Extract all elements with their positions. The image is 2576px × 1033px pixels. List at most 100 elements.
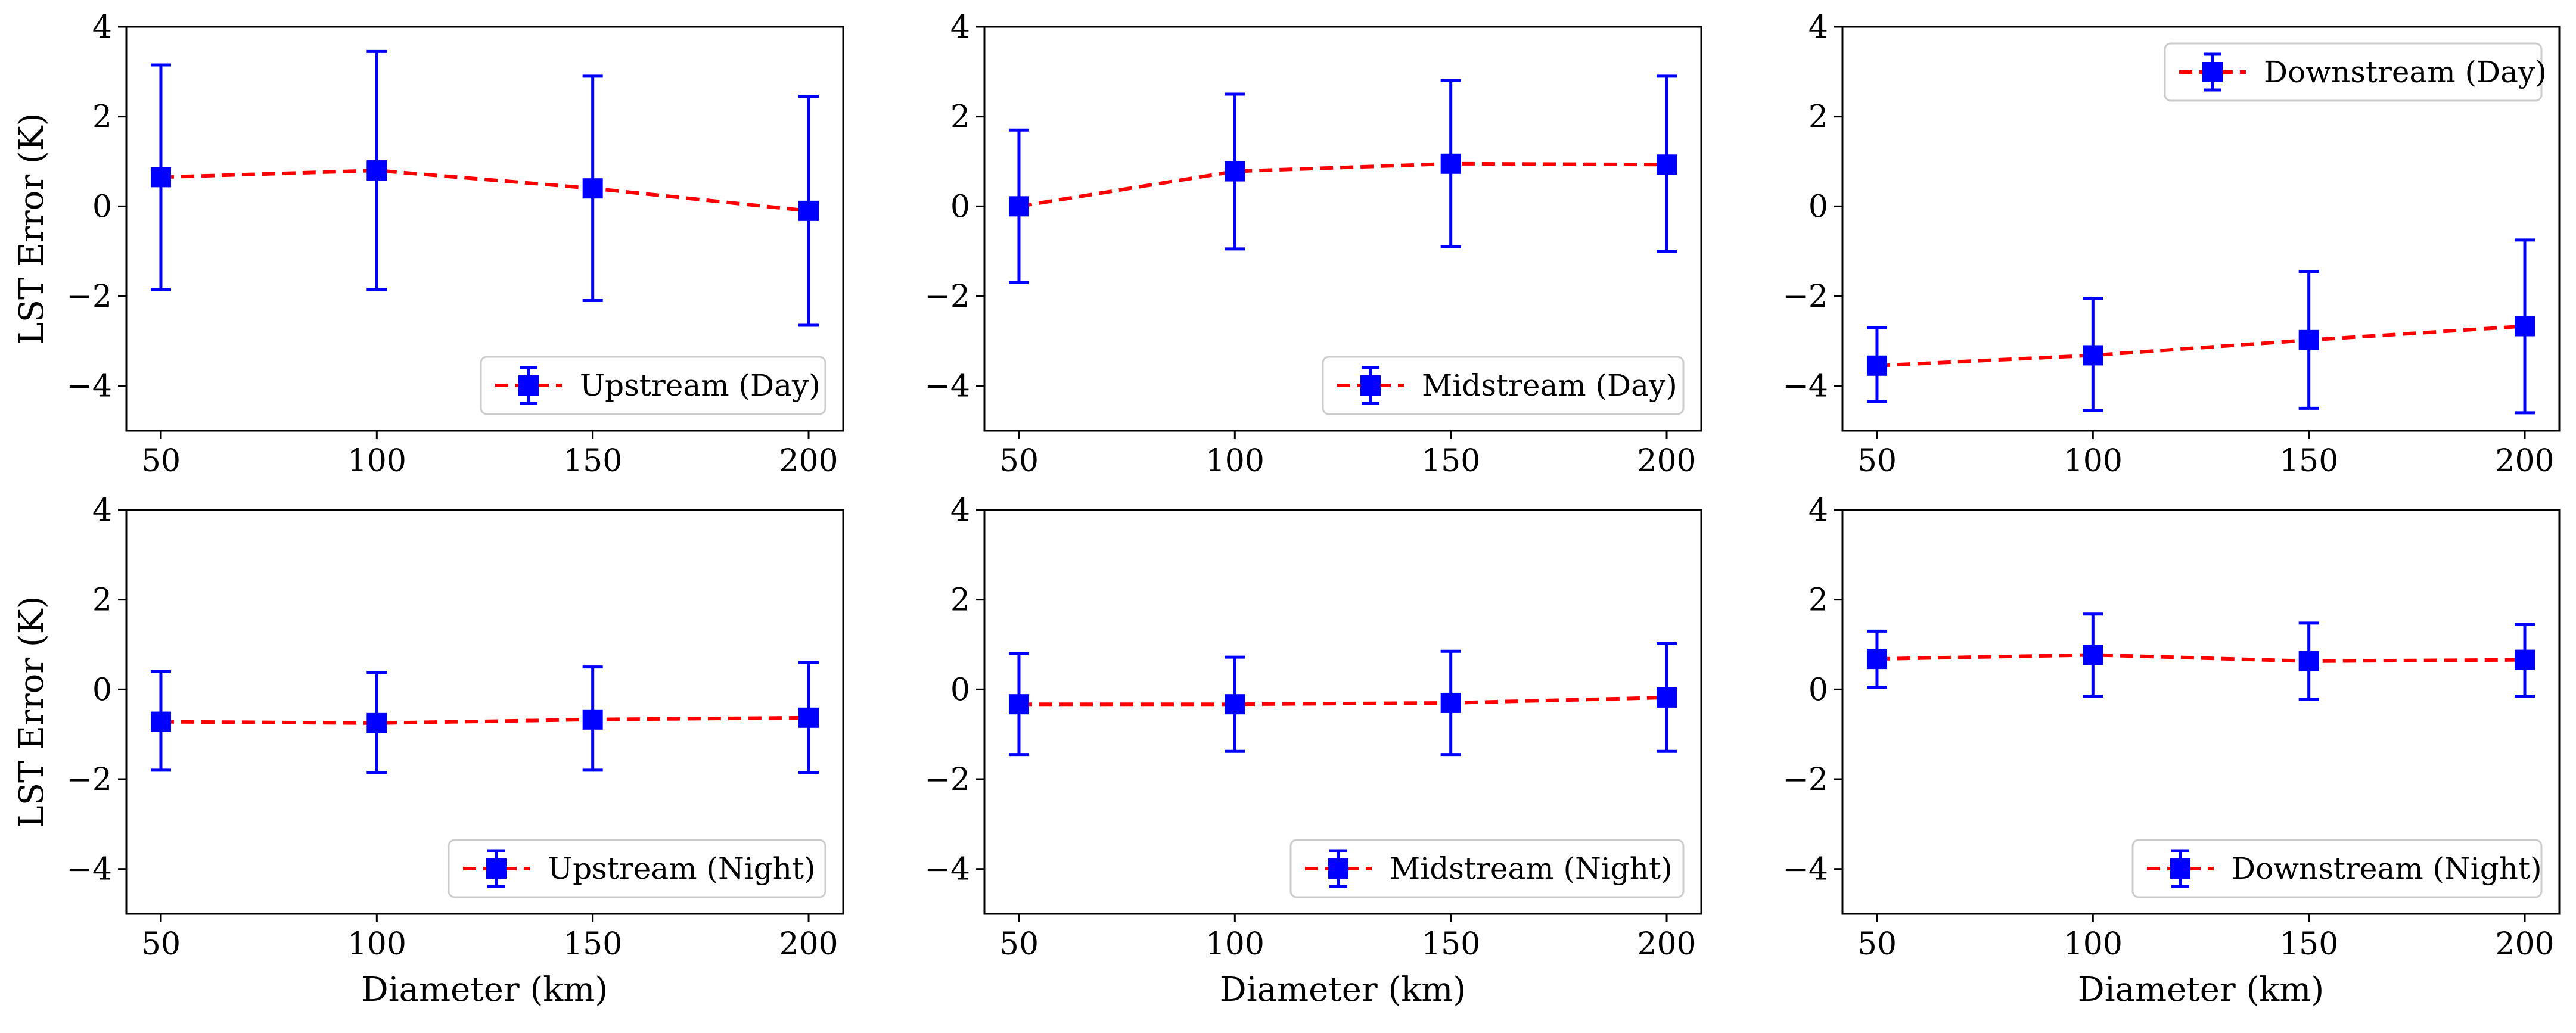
series-line — [1018, 161, 1667, 209]
x-tick-label: 100 — [2064, 926, 2123, 962]
y-tick-label: −4 — [66, 369, 112, 405]
data-point — [1225, 161, 1245, 182]
panel-downstream-night: 50 100 150 200 −4 −2 0 2 4 Diameter (km) Downstrea… — [1782, 493, 2561, 1009]
y-tick-label: 0 — [950, 672, 970, 708]
y-tick-label: −4 — [924, 852, 970, 888]
y-tick-label: −4 — [1782, 852, 1828, 888]
x-tick-label: 50 — [141, 443, 181, 479]
data-point — [1008, 694, 1029, 715]
x-tick-label: 50 — [999, 443, 1039, 479]
legend-label: Upstream (Night) — [548, 851, 816, 886]
plot-frame — [983, 26, 1702, 432]
series-line — [1018, 695, 1667, 707]
legend-marker — [1360, 375, 1381, 396]
x-tick-label: 150 — [1421, 443, 1480, 479]
series-line — [160, 169, 809, 213]
x-tick-label: 200 — [1637, 443, 1696, 479]
y-tick-label: −2 — [66, 279, 112, 315]
legend-marker — [2170, 858, 2190, 879]
data-point — [1657, 687, 1677, 708]
plot-frame — [125, 509, 844, 915]
y-tick-label: 2 — [950, 583, 970, 618]
data-point — [2083, 345, 2103, 366]
plot-frame — [125, 26, 844, 432]
data-point — [150, 167, 171, 188]
y-tick-label: 4 — [92, 10, 112, 45]
y-axis-label: LST Error (K) — [13, 596, 51, 828]
x-tick-label: 200 — [2495, 443, 2554, 479]
legend-label: Downstream (Night) — [2232, 851, 2542, 886]
y-tick-label: −4 — [1782, 369, 1828, 405]
data-point — [1866, 355, 1887, 376]
y-tick-label: 4 — [1809, 493, 1828, 528]
y-tick-label: 4 — [1809, 10, 1828, 45]
legend-box — [448, 839, 826, 898]
y-tick-label: 2 — [92, 583, 112, 618]
panel-upstream-night: 50 100 150 200 −4 −2 0 2 4 LST Error (K) Diameter … — [13, 493, 844, 1009]
legend-box — [1289, 839, 1685, 898]
y-tick-label: 2 — [1809, 99, 1828, 135]
x-tick-label: 200 — [2495, 926, 2554, 962]
x-axis-label: Diameter (km) — [1220, 970, 1466, 1009]
data-point — [366, 160, 387, 181]
data-point — [1657, 154, 1677, 175]
series-line — [1876, 653, 2525, 663]
legend-box — [480, 356, 826, 415]
plot-frame — [983, 509, 1702, 915]
x-tick-label: 200 — [1637, 926, 1696, 962]
legend-label: Midstream (Day) — [1422, 368, 1677, 403]
y-tick-label: 0 — [1809, 672, 1828, 708]
plot-frame — [1841, 509, 2561, 915]
data-point — [2083, 645, 2103, 665]
data-point — [2298, 329, 2319, 350]
data-point — [798, 200, 819, 221]
data-point — [150, 711, 171, 732]
panel-downstream-day: 50 100 150 200 −4 −2 0 2 4 Downstream (Day) — [1782, 10, 2561, 479]
x-tick-label: 150 — [563, 443, 622, 479]
x-tick-label: 150 — [1421, 926, 1480, 962]
x-tick-label: 150 — [563, 926, 622, 962]
x-tick-label: 100 — [1205, 926, 1264, 962]
y-tick-label: −4 — [66, 852, 112, 888]
legend: Downstream (Night) — [2131, 839, 2543, 898]
y-tick-label: −2 — [1782, 762, 1828, 798]
y-tick-label: 0 — [1809, 189, 1828, 225]
legend-box — [1322, 356, 1685, 415]
data-point — [1440, 153, 1461, 174]
x-tick-label: 150 — [2279, 443, 2338, 479]
x-tick-label: 100 — [347, 443, 406, 479]
legend-box — [2164, 42, 2543, 102]
legend-label: Upstream (Day) — [580, 368, 821, 403]
legend-marker — [518, 375, 539, 396]
y-tick-label: −2 — [1782, 279, 1828, 315]
y-tick-label: 0 — [950, 189, 970, 225]
legend-marker — [486, 858, 507, 879]
x-tick-label: 50 — [141, 926, 181, 962]
x-axis-label: Diameter (km) — [2078, 970, 2324, 1009]
data-point — [1008, 196, 1029, 217]
data-point — [1440, 692, 1461, 713]
legend-box — [2131, 839, 2543, 898]
data-point — [2515, 316, 2535, 337]
panel-midstream-day: 50 100 150 200 −4 −2 0 2 4 Midstream (Day) — [924, 10, 1702, 479]
y-tick-label: 0 — [92, 672, 112, 708]
x-tick-label: 50 — [1857, 443, 1897, 479]
data-point — [582, 178, 603, 199]
series-line — [160, 715, 809, 725]
y-tick-label: −2 — [924, 762, 970, 798]
y-tick-label: 4 — [950, 10, 970, 45]
y-tick-label: −4 — [924, 369, 970, 405]
y-tick-label: 0 — [92, 189, 112, 225]
series-line — [1876, 324, 2525, 368]
legend: Midstream (Day) — [1322, 356, 1685, 415]
x-tick-label: 100 — [347, 926, 406, 962]
y-tick-label: −2 — [66, 762, 112, 798]
panel-upstream-day: 50 100 150 200 −4 −2 0 2 4 LST Error (K) Upstream … — [13, 10, 844, 479]
data-point — [366, 712, 387, 733]
legend-marker — [1328, 858, 1348, 879]
data-point — [1866, 649, 1887, 670]
y-tick-label: 2 — [1809, 583, 1828, 618]
y-axis-label: LST Error (K) — [13, 113, 51, 345]
legend: Upstream (Day) — [480, 356, 826, 415]
